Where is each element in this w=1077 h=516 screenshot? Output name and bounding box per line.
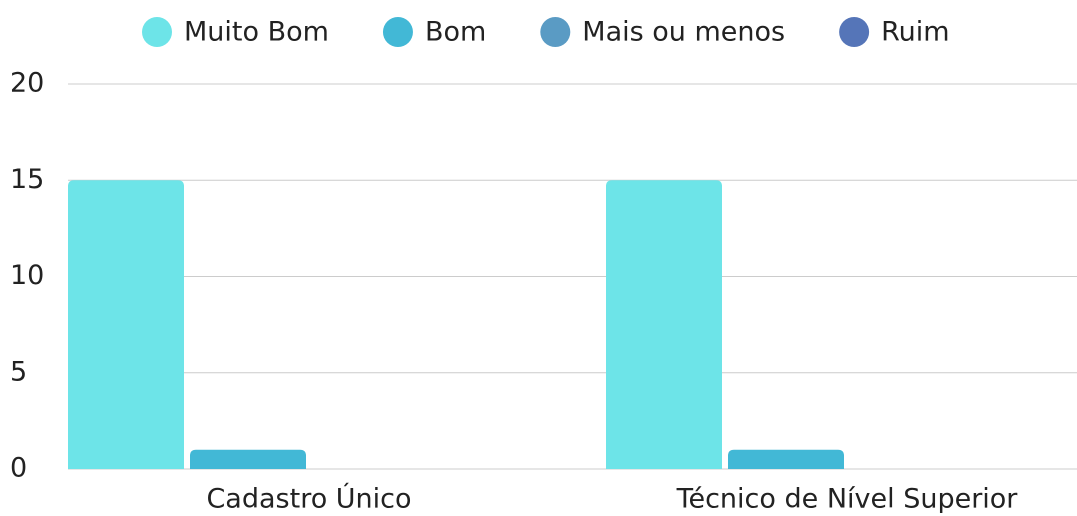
y-tick-label: 15	[10, 164, 44, 195]
legend-label: Bom	[425, 17, 486, 48]
y-tick-label: 10	[10, 260, 44, 291]
legend-label: Muito Bom	[184, 17, 329, 48]
legend-marker	[142, 17, 172, 47]
bar	[190, 449, 306, 469]
legend-marker	[382, 17, 413, 47]
x-tick-label: Técnico de Nível Superior	[676, 484, 1019, 515]
legend-label: Mais ou menos	[582, 17, 785, 48]
bar	[606, 180, 722, 469]
x-tick-label: Cadastro Único	[206, 483, 411, 515]
legend-marker	[839, 17, 870, 47]
legend-marker	[540, 17, 571, 47]
bar	[68, 180, 184, 469]
y-tick-label: 0	[10, 453, 27, 484]
bar	[728, 449, 844, 469]
y-tick-label: 5	[10, 356, 27, 387]
legend-label: Ruim	[881, 17, 949, 48]
y-tick-label: 20	[10, 68, 44, 99]
